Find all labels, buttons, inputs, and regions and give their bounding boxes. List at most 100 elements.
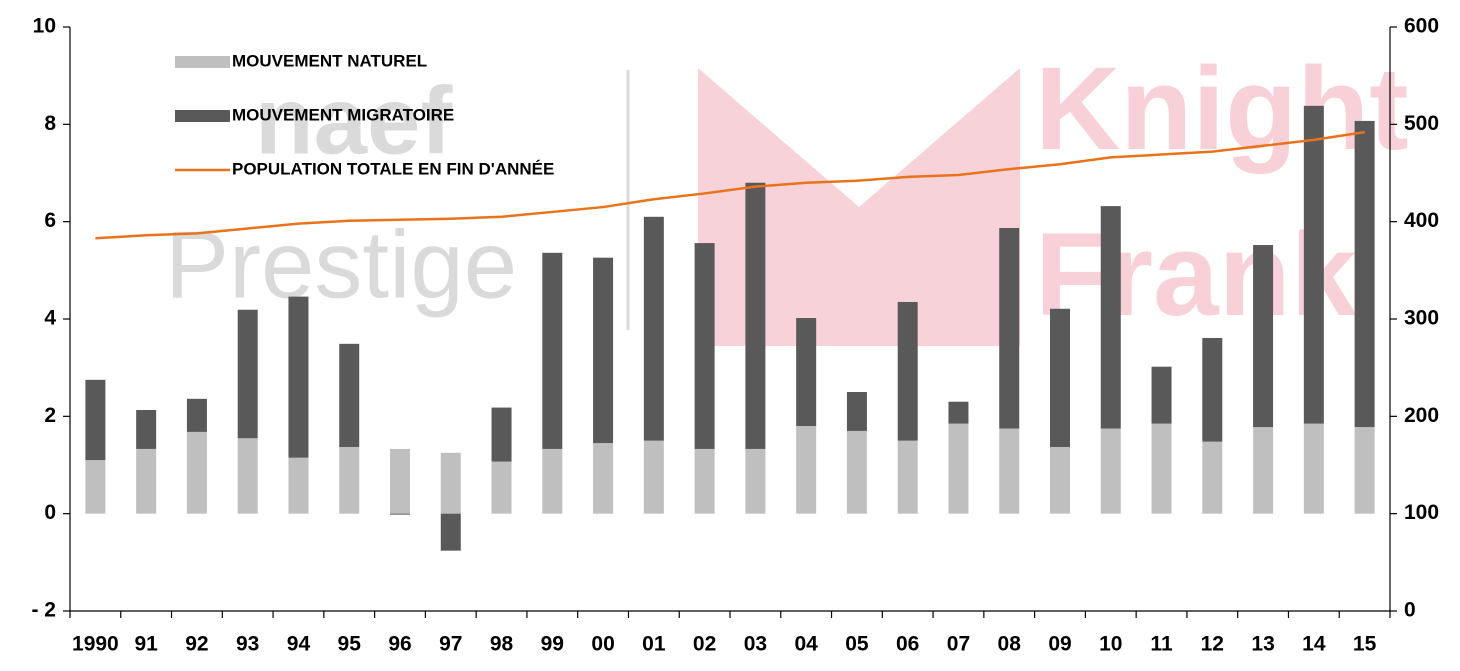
bar [339, 446, 360, 514]
watermark-text: naef [255, 67, 453, 174]
bar [85, 460, 106, 514]
bar [694, 448, 715, 514]
bar [237, 438, 258, 514]
y2-tick-label: 600 [1404, 15, 1439, 38]
x-tick-label: 05 [845, 633, 869, 656]
y2-tick-label: 300 [1404, 307, 1439, 330]
bar [846, 392, 867, 431]
bar [1050, 308, 1070, 447]
bar [288, 296, 309, 458]
bar [796, 318, 817, 427]
y-tick-label: 4 [44, 307, 56, 330]
x-tick-label: 1990 [72, 633, 119, 656]
y-tick-label: - 2 [31, 599, 56, 622]
x-tick-label: 94 [287, 633, 311, 656]
bar [999, 428, 1020, 514]
watermark-text: Prestige [165, 211, 517, 318]
bar [542, 252, 563, 449]
watermark: Knight Frank [698, 43, 1409, 346]
x-tick-label: 97 [439, 633, 462, 656]
y2-tick-label: 0 [1404, 599, 1416, 622]
bar [390, 513, 410, 515]
bar [745, 448, 766, 514]
x-tick-label: 98 [490, 633, 514, 656]
x-tick-label: 02 [693, 633, 716, 656]
legend-label: POPULATION TOTALE EN FIN D'ANNÉE [232, 159, 554, 178]
bar [186, 398, 207, 432]
x-tick-label: 91 [134, 633, 158, 656]
bar [846, 430, 867, 514]
bar [897, 440, 918, 514]
legend-swatch [175, 110, 230, 122]
bar [491, 461, 512, 514]
bar [186, 431, 207, 514]
bar [1100, 428, 1121, 514]
y2-tick-label: 100 [1404, 501, 1439, 524]
watermark-text: Knight [1035, 43, 1409, 175]
bar [440, 452, 461, 514]
bar [1100, 206, 1121, 429]
bar [390, 448, 410, 514]
y2-tick-label: 200 [1404, 404, 1439, 427]
bar [136, 448, 157, 514]
x-tick-label: 93 [236, 633, 259, 656]
x-tick-label: 03 [744, 633, 767, 656]
x-tick-label: 04 [794, 633, 818, 656]
bar [1202, 441, 1223, 514]
bar [643, 216, 664, 441]
bar [1253, 427, 1274, 514]
bar [491, 407, 512, 462]
bar [288, 457, 309, 514]
bar [440, 513, 461, 551]
bar [643, 440, 664, 514]
bar [593, 443, 614, 514]
bar [1050, 446, 1070, 514]
bar [1303, 105, 1324, 424]
x-tick-label: 14 [1302, 633, 1326, 656]
x-tick-label: 96 [388, 633, 411, 656]
y-tick-label: 2 [44, 404, 56, 427]
x-tick-label: 09 [1048, 633, 1071, 656]
y2-tick-label: 400 [1404, 209, 1439, 232]
watermark-text: Frank [1035, 209, 1357, 341]
bar [999, 227, 1020, 429]
bar [948, 423, 969, 514]
bar [339, 343, 360, 447]
bar [897, 301, 918, 441]
x-tick-label: 99 [541, 633, 564, 656]
y2-tick-label: 500 [1404, 112, 1439, 135]
x-tick-label: 12 [1201, 633, 1224, 656]
bar [593, 257, 614, 444]
x-tick-label: 00 [591, 633, 614, 656]
bar [1151, 366, 1172, 424]
bar [85, 379, 106, 461]
bar [1303, 423, 1324, 514]
x-tick-label: 08 [998, 633, 1022, 656]
x-tick-label: 11 [1150, 633, 1173, 656]
legend-swatch [175, 56, 230, 68]
y-tick-label: 6 [44, 209, 56, 232]
x-tick-label: 01 [642, 633, 666, 656]
bar [948, 401, 969, 424]
line [95, 130, 1365, 240]
x-tick-label: 07 [947, 633, 970, 656]
x-tick-label: 13 [1251, 633, 1274, 656]
x-tick-label: 06 [896, 633, 919, 656]
bar [796, 426, 817, 514]
x-tick-label: 10 [1099, 633, 1122, 656]
y-tick-label: 10 [33, 15, 56, 38]
y-tick-label: 8 [44, 112, 56, 135]
bar [542, 448, 563, 514]
bar [1151, 423, 1172, 514]
bar [1354, 427, 1375, 514]
bar [1354, 120, 1375, 428]
legend-label: MOUVEMENT NATUREL [232, 51, 427, 70]
x-tick-label: 92 [185, 633, 208, 656]
bar [745, 182, 766, 449]
bar [1253, 245, 1274, 428]
watermark: naef Prestige [165, 67, 630, 330]
x-tick-label: 15 [1353, 633, 1377, 656]
bar [1202, 337, 1223, 442]
x-tick-label: 95 [338, 633, 362, 656]
